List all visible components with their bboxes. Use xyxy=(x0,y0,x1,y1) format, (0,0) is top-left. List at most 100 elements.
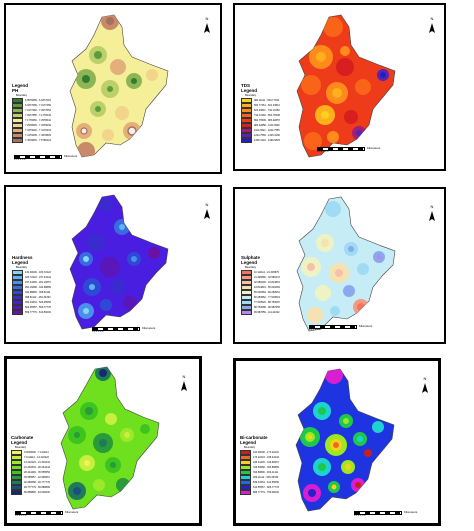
legend-range: 466.11112 - 539.33333 xyxy=(253,476,279,479)
legend-boundary-label: Boundary xyxy=(16,266,28,269)
legend-subtitle: PH xyxy=(12,88,19,93)
north-arrow-icon: N xyxy=(420,377,430,393)
scale-ticks: 0 1 2 4 6 8 xyxy=(354,514,366,517)
legend-range: 130.00000 - 183.72222 xyxy=(25,271,51,274)
legend-boundary-label: Boundary xyxy=(15,446,27,449)
legend-title: Hardness xyxy=(12,255,33,260)
scale-unit: Kilometers xyxy=(367,146,381,150)
scale-ticks: 0 1 2 4 6 8 xyxy=(15,514,27,517)
map-tds xyxy=(296,14,396,158)
legend-range: 621.43811 - 742.10159 xyxy=(254,109,280,112)
legend-range: 392.88890 - 466.11111 xyxy=(253,471,279,474)
map-bicarbonate xyxy=(295,368,395,512)
legend-range: 398.61112 - 452.33333 xyxy=(25,296,51,299)
legend-range: 983.42858 - 1104.0920 xyxy=(254,124,280,127)
legend-item: 7.4979830 - 7.5780224 xyxy=(12,137,51,144)
north-arrow-icon: N xyxy=(202,17,212,33)
legend-boundary-label: Boundary xyxy=(245,266,257,269)
scale-bar: 0 1 2 4 6 8 Kilometers xyxy=(354,510,434,518)
legend-range: 7.1778250 - 7.2578644 xyxy=(25,119,51,122)
legend-subtitle: Legend xyxy=(241,260,258,265)
legend-range: 319.66668 - 392.88889 xyxy=(253,466,279,469)
legend-range: 452.33334 - 506.05556 xyxy=(25,301,51,304)
legend-range: 55.049384 - 66.283951 xyxy=(254,291,280,294)
legend-title: Carbonate xyxy=(11,435,34,440)
legend-swatch xyxy=(12,309,23,316)
legend-sulphate: Sulphate Legend Boundary 10.111111 - 21.… xyxy=(241,255,280,316)
legend-item: 685.77779 - 759.00000 xyxy=(240,489,279,496)
legend-range: 28.444445 - 35.555556 xyxy=(24,471,50,474)
map-panel-bicarbonate: Bi-carbonate Legend Boundary 100.00000 -… xyxy=(233,358,441,526)
north-arrow-icon: N xyxy=(202,203,212,219)
scale-ticks: 0 1 2 4 6 8 xyxy=(92,330,104,333)
legend-range: 21.345680 - 32.580247 xyxy=(254,276,280,279)
scale-bar-graphic xyxy=(354,511,402,515)
scale-bar-graphic xyxy=(14,155,62,159)
scale-bar: 0 1 2 4 6 8 Kilometers xyxy=(14,154,94,162)
legend-item: 1345.4191 - 1466.0825 xyxy=(241,137,280,144)
legend-range: 88.753088 - 99.987655 xyxy=(254,306,280,309)
legend-range: 500.77461 - 621.43810 xyxy=(254,104,280,107)
legend-range: 1224.7556 - 1345.4190 xyxy=(254,134,280,137)
map-hardness xyxy=(69,194,169,330)
legend-title: Legend xyxy=(12,83,29,88)
map-panel-tds: TDS Legend Boundary 380.11111 - 500.7746… xyxy=(233,3,446,171)
legend-swatch xyxy=(241,137,252,144)
legend-range: 7.4979830 - 7.5780224 xyxy=(25,139,51,142)
scale-unit: Kilometers xyxy=(142,326,156,330)
legend-range: 7.4179435 - 7.4979829 xyxy=(25,134,51,137)
legend-subtitle: Legend xyxy=(240,440,257,445)
legend-range: 49.777779 - 56.888889 xyxy=(24,486,50,489)
legend-bicarbonate: Bi-carbonate Legend Boundary 100.00000 -… xyxy=(240,435,279,496)
legend-range: 7.0977855 - 7.1778249 xyxy=(25,114,51,117)
legend-range: 7.0177460 - 7.0977854 xyxy=(25,109,51,112)
north-label: N xyxy=(430,16,434,21)
map-ph xyxy=(69,14,169,158)
legend-range: 539.33334 - 612.55556 xyxy=(253,481,279,484)
scale-bar: 0 1 2 4 6 8 Kilometers xyxy=(317,146,397,154)
legend-boundary-label: Boundary xyxy=(244,446,256,449)
scale-unit: Kilometers xyxy=(404,510,418,514)
map-panel-sulphate: Sulphate Legend Boundary 10.111111 - 21.… xyxy=(233,187,446,344)
scale-bar-graphic xyxy=(317,147,365,151)
legend-range: 10.111111 - 21.345679 xyxy=(254,271,279,274)
legend-range: 685.77779 - 759.00000 xyxy=(253,491,279,494)
map-sulphate xyxy=(296,196,396,332)
map-panel-hardness: Hardness Legend Boundary 130.00000 - 183… xyxy=(4,185,222,344)
scale-bar-graphic xyxy=(92,327,140,331)
legend-range: 14.222223 - 21.333333 xyxy=(24,461,50,464)
legend-title: Sulphate xyxy=(241,255,261,260)
scale-unit: Kilometers xyxy=(359,324,373,328)
legend-range: 237.44445 - 291.16667 xyxy=(25,281,51,284)
scale-ticks: 0 1 2 4 6 8 xyxy=(309,328,321,331)
legend-range: 344.88890 - 398.61111 xyxy=(25,291,51,294)
legend-tds: TDS Legend Boundary 380.11111 - 500.7746… xyxy=(241,83,280,144)
legend-range: 43.814816 - 55.049383 xyxy=(254,286,280,289)
legend-carbonate: Carbonate Legend Boundary 0.0000000 - 7.… xyxy=(11,435,50,496)
scale-bar: 0 1 2 4 6 8 Kilometers xyxy=(92,326,172,334)
legend-range: 380.11111 - 500.77460 xyxy=(254,99,280,102)
legend-range: 6.9377065 - 7.0177459 xyxy=(25,104,51,107)
north-label: N xyxy=(423,376,427,381)
legend-item: 559.77779 - 613.50000 xyxy=(12,309,51,316)
legend-swatch xyxy=(240,489,251,496)
legend-range: 7.3379040 - 7.4179434 xyxy=(25,129,51,132)
scale-ticks: 0 1 2 4 6 8 xyxy=(14,158,26,161)
legend-range: 7.2578645 - 7.3379039 xyxy=(25,124,51,127)
legend-swatch xyxy=(11,489,22,496)
legend-range: 862.76509 - 983.42857 xyxy=(254,119,280,122)
legend-ph: Legend PH Boundary 6.8576669 - 6.9377064… xyxy=(12,83,51,144)
legend-range: 246.44445 - 319.66667 xyxy=(253,461,279,464)
legend-range: 32.580248 - 43.814815 xyxy=(254,281,280,284)
north-label: N xyxy=(182,374,186,379)
legend-range: 173.22223 - 246.44444 xyxy=(253,456,279,459)
north-label: N xyxy=(205,202,209,207)
legend-range: 559.77779 - 613.50000 xyxy=(25,311,51,314)
legend-subtitle: Legend xyxy=(11,440,28,445)
legend-range: 66.283952 - 77.518519 xyxy=(254,296,280,299)
legend-range: 742.10160 - 862.76508 xyxy=(254,114,280,117)
legend-boundary-label: Boundary xyxy=(245,94,257,97)
legend-item: 56.888890 - 64.000000 xyxy=(11,489,50,496)
legend-range: 100.00000 - 173.22222 xyxy=(253,451,279,454)
legend-range: 506.05557 - 559.77778 xyxy=(25,306,51,309)
